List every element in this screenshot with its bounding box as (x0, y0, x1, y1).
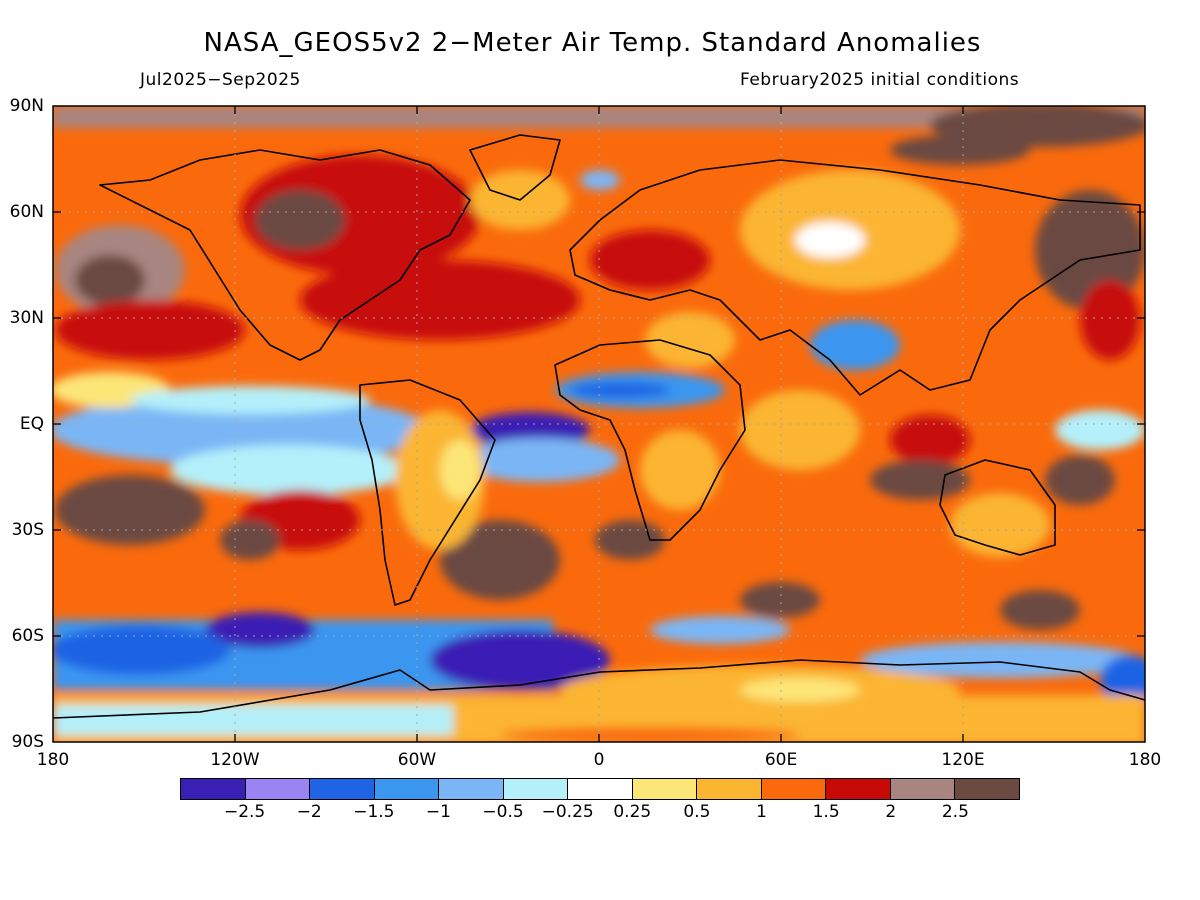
colorbar-label: −0.5 (482, 802, 524, 822)
x-tick-label: 60W (397, 750, 437, 770)
x-tick-label: 120W (210, 750, 260, 770)
colorbar-swatch (567, 779, 632, 799)
forecast-period: Jul2025−Sep2025 (140, 70, 301, 90)
x-tick-label: 0 (593, 750, 605, 770)
y-tick-label: 90S (11, 732, 44, 752)
y-tick-label: 90N (9, 96, 44, 116)
colorbar-swatch (438, 779, 503, 799)
colorbar-swatch (373, 779, 439, 799)
colorbar-label: 0.25 (613, 802, 652, 822)
y-tick-label: 30S (11, 520, 44, 540)
y-tick-label: 60S (11, 626, 44, 646)
colorbar-swatch (502, 779, 568, 799)
colorbar-label: 2 (885, 802, 897, 822)
colorbar-label: −2 (296, 802, 322, 822)
colorbar-swatch (631, 779, 697, 799)
colorbar-swatch (760, 779, 826, 799)
colorbar-swatch (696, 779, 761, 799)
colorbar-swatch (889, 779, 955, 799)
initial-conditions-label: February2025 initial conditions (740, 70, 1020, 90)
colorbar-label: −2.5 (223, 802, 266, 822)
coastlines (53, 134, 1145, 719)
colorbar-label: 0.5 (683, 802, 711, 822)
y-tick-label: EQ (19, 414, 44, 434)
y-tick-label: 60N (9, 202, 44, 222)
axis-ticks (53, 106, 1145, 742)
x-tick-label: 180 (1128, 750, 1162, 770)
grid-lines (53, 106, 1145, 742)
colorbar-swatch (244, 779, 310, 799)
colorbar (180, 778, 1020, 800)
colorbar-swatch (954, 779, 1019, 799)
colorbar-label: −0.25 (541, 802, 594, 822)
x-tick-label: 60E (764, 750, 798, 770)
colorbar-label: 1 (756, 802, 767, 822)
x-tick-label: 120E (941, 750, 985, 770)
colorbar-swatch (181, 779, 245, 799)
x-tick-label: 180 (36, 750, 70, 770)
colorbar-label: −1 (425, 802, 451, 822)
colorbar-label: 1.5 (812, 802, 840, 822)
colorbar-swatch (309, 779, 374, 799)
anomaly-map (52, 105, 1146, 743)
colorbar-label: 2.5 (941, 802, 969, 822)
colorbar-swatch (825, 779, 890, 799)
colorbar-label: −1.5 (353, 802, 395, 822)
y-tick-label: 30N (9, 308, 44, 328)
map-title: NASA_GEOS5v2 2−Meter Air Temp. Standard … (203, 28, 982, 58)
